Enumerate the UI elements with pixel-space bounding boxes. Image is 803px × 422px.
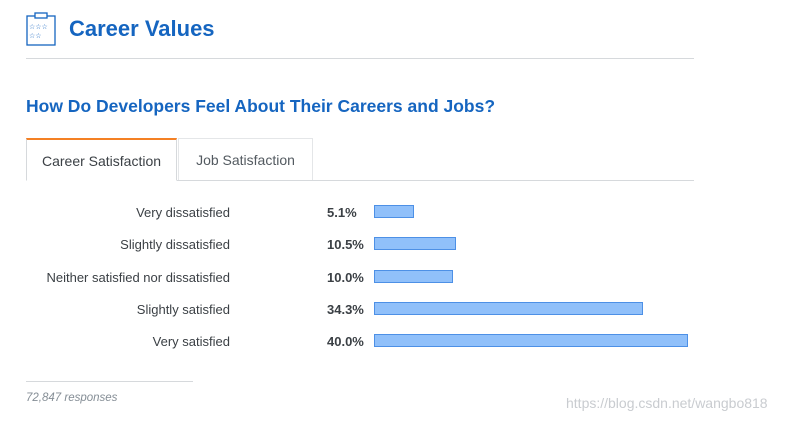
bar-value-label: 5.1% [327,205,357,220]
response-count: 72,847 responses [26,392,118,404]
section-title: How Do Developers Feel About Their Caree… [26,96,496,116]
bar [374,205,414,218]
bar-row: Very dissatisfied 5.1% [0,196,720,228]
bar-value-label: 34.3% [327,301,364,317]
bar-category-label: Very satisfied [152,334,230,350]
bar-category-label: Very dissatisfied [136,205,230,220]
watermark: https://blog.csdn.net/wangbo818 [566,395,768,411]
bar-row: Slightly satisfied 34.3% [0,293,720,325]
bar-category-label: Slightly dissatisfied [120,237,230,253]
bar [374,269,453,283]
bar-category-label: Neither satisfied nor dissatisfied [46,269,230,285]
page-header: ☆☆☆ ☆☆ Career Values [26,12,694,59]
bar-row: Slightly dissatisfied 10.5% [0,228,720,260]
bar-value-label: 10.5% [327,237,364,253]
star-rating-card-icon: ☆☆☆ ☆☆ [26,12,56,46]
footer-divider [26,381,193,382]
tab-job-satisfaction[interactable]: Job Satisfaction [178,138,313,180]
bar-value-label: 10.0% [327,269,364,285]
tab-bar: Career Satisfaction Job Satisfaction [26,138,694,181]
bar-row: Very satisfied 40.0% [0,325,720,357]
page-title: Career Values [69,16,215,41]
bar [374,237,456,251]
bar-row: Neither satisfied nor dissatisfied 10.0% [0,261,720,293]
bar-category-label: Slightly satisfied [136,301,230,317]
svg-text:☆☆: ☆☆ [29,32,42,40]
bar [374,334,688,348]
bar [374,301,643,315]
bar-value-label: 40.0% [327,334,364,350]
tab-career-satisfaction[interactable]: Career Satisfaction [26,138,177,181]
svg-text:☆☆☆: ☆☆☆ [29,23,48,31]
